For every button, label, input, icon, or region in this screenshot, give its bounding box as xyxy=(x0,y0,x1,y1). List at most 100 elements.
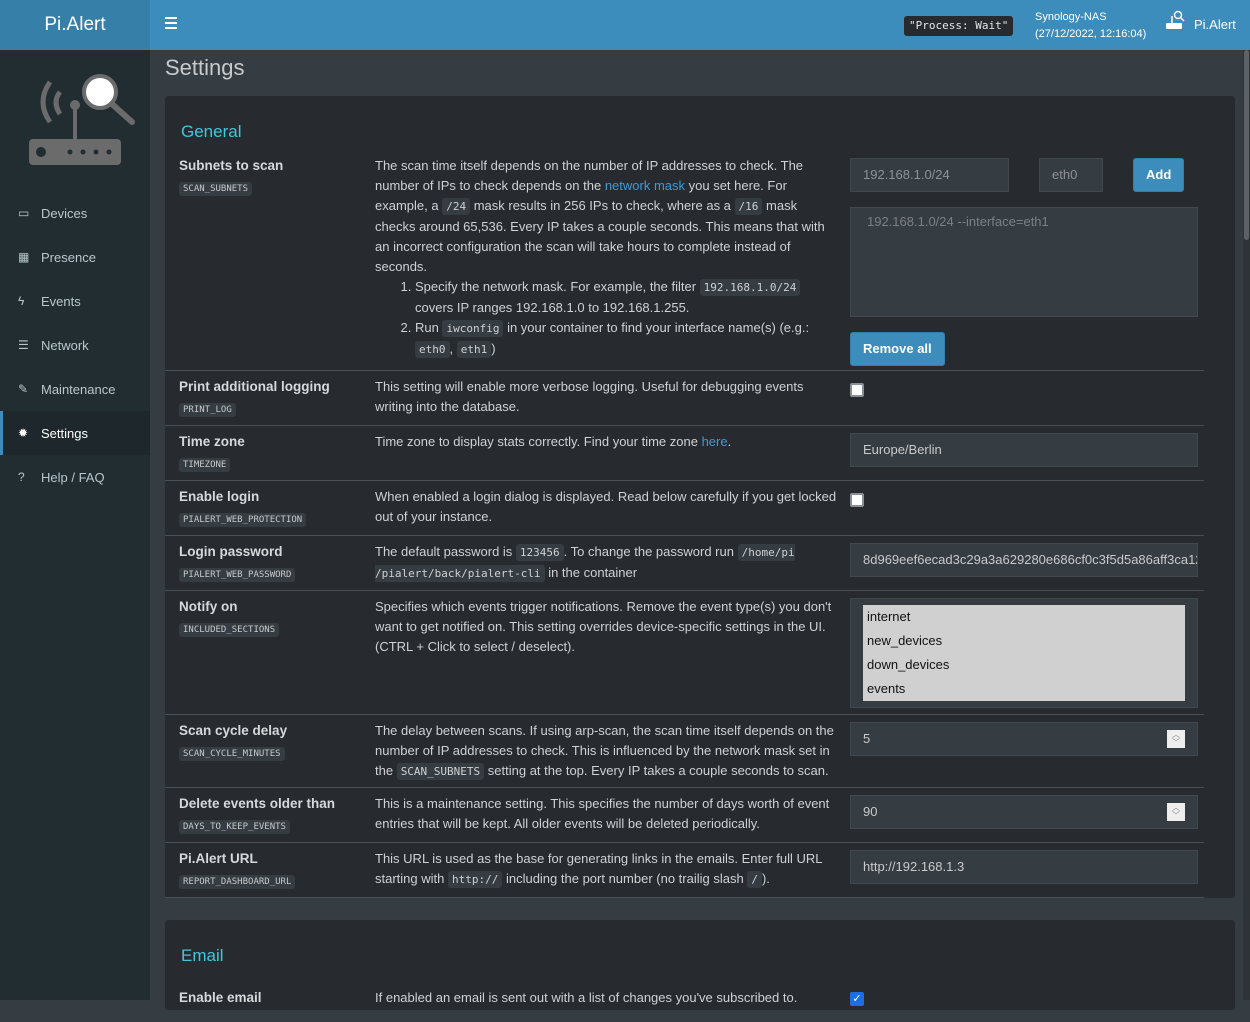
sidebar-item-label: Network xyxy=(41,337,89,353)
setting-key: SCAN_SUBNETS xyxy=(179,182,253,196)
subnets-list[interactable]: 192.168.1.0/24 --interface=eth1 xyxy=(850,207,1198,317)
help-link[interactable]: network mask xyxy=(604,178,686,193)
sidebar-item-help-faq[interactable]: ? Help / FAQ xyxy=(0,455,150,499)
setting-description: Specifies which events trigger notificat… xyxy=(375,597,837,657)
setting-description: Time zone to display stats correctly. Fi… xyxy=(375,432,837,452)
setting-label: Login password xyxy=(179,544,283,559)
host-datetime: (27/12/2022, 12:16:04) xyxy=(1035,28,1147,40)
setting-key: REPORT_DASHBOARD_URL xyxy=(179,875,296,889)
number-value: 5 xyxy=(863,731,871,746)
desc-text: Run xyxy=(415,320,443,335)
spinner-arrows-icon[interactable]: ︿ ﹀ xyxy=(1167,730,1185,748)
desc-text: , xyxy=(449,341,457,356)
app-logo[interactable]: Pi.Alert xyxy=(0,0,150,50)
setting-key: INCLUDED_SECTIONS xyxy=(179,623,280,637)
inline-code: 123456 xyxy=(515,544,564,561)
list-item: Run iwconfig in your container to find y… xyxy=(415,318,837,360)
setting-label: Time zone xyxy=(179,434,245,449)
desc-text: in the container xyxy=(544,565,638,580)
subnet-entry[interactable]: 192.168.1.0/24 --interface=eth1 xyxy=(867,214,1049,229)
laptop-icon: ▭ xyxy=(18,206,30,220)
server-icon: ☰ xyxy=(18,338,29,352)
top-header: Pi.Alert "Process: Wait" Synology-NAS (2… xyxy=(0,0,1250,50)
desc-text: The delay between scans. If using arp-sc… xyxy=(375,723,834,778)
spinner-arrows-icon[interactable]: ︿ ﹀ xyxy=(1167,803,1185,821)
setting-label: Scan cycle delay xyxy=(179,723,288,738)
desc-text: setting at the top. Every IP takes a cou… xyxy=(484,763,829,778)
sidebar-item-maintenance[interactable]: ✎ Maintenance xyxy=(0,367,150,411)
user-menu[interactable]: Pi.Alert xyxy=(1164,10,1236,32)
host-name: Synology-NAS xyxy=(1035,11,1107,23)
setting-row-scan-subnets: Subnets to scan SCAN_SUBNETS The scan time… xyxy=(165,150,1204,371)
desc-text: Time zone to display stats correctly. Fi… xyxy=(375,434,702,449)
setting-number-input[interactable]: 5 ︿ ﹀ xyxy=(850,722,1198,756)
sidebar-item-presence[interactable]: ▦ Presence xyxy=(0,235,150,279)
scrollbar-thumb[interactable] xyxy=(1244,50,1249,240)
add-subnet-button[interactable]: Add xyxy=(1133,158,1185,192)
sidebar-item-label: Presence xyxy=(41,249,96,265)
setting-checkbox[interactable]: ✓ xyxy=(850,992,864,1006)
setting-row-scan-cycle-minutes: Scan cycle delay SCAN_CYCLE_MINUTES The de… xyxy=(165,715,1204,788)
setting-row-timezone: Time zone TIMEZONE Time zone to display st… xyxy=(165,426,1204,481)
setting-label: Subnets to scan xyxy=(179,158,284,173)
select-option[interactable]: new_devices xyxy=(863,629,1185,653)
setting-key: PRINT_LOG xyxy=(179,403,236,417)
calendar-icon: ▦ xyxy=(18,250,30,264)
subnet-input[interactable]: 192.168.1.0/24 xyxy=(850,158,1009,192)
sidebar-item-network[interactable]: ☰ Network xyxy=(0,323,150,367)
select-option[interactable]: internet xyxy=(863,605,1185,629)
inline-code: /24 xyxy=(442,198,471,215)
setting-checkbox[interactable] xyxy=(850,493,864,507)
setting-row-days-to-keep-events: Delete events older than DAYS_TO_KEEP_EVE… xyxy=(165,788,1204,843)
sidebar-item-devices[interactable]: ▭ Devices xyxy=(0,191,150,235)
desc-text: The scan time itself depends on the numb… xyxy=(375,158,804,193)
desc-text: mask checks around 65,536. Every IP take… xyxy=(375,198,825,274)
notify-multiselect[interactable]: internet new_devices down_devices events xyxy=(850,598,1198,708)
desc-text: This setting will enable more verbose lo… xyxy=(375,379,804,414)
setting-description: The scan time itself depends on the numb… xyxy=(375,156,837,360)
page-scrollbar[interactable] xyxy=(1243,50,1250,1000)
desc-text: you set here. For example, a xyxy=(375,178,787,213)
setting-label: Enable email xyxy=(179,990,262,1005)
inline-code: http:// xyxy=(447,871,503,888)
setting-label: Pi.Alert URL xyxy=(179,851,258,866)
interface-input[interactable]: eth0 xyxy=(1039,158,1103,192)
setting-input[interactable]: 8d969eef6ecad3c29a3a629280e686cf0c3f5d5a… xyxy=(850,543,1198,577)
desc-text: covers IP ranges 192.168.1.0 to 192.168.… xyxy=(415,300,690,315)
desc-text: Specifies which events trigger notificat… xyxy=(375,599,832,654)
setting-description: This URL is used as the base for generat… xyxy=(375,849,837,890)
setting-input[interactable]: http://192.168.1.3 xyxy=(850,850,1198,884)
inline-code: /16 xyxy=(734,198,763,215)
setting-row-included-sections: Notify on INCLUDED_SECTIONS Specifies whic… xyxy=(165,591,1204,715)
question-icon: ? xyxy=(18,470,25,484)
host-info: Synology-NAS (27/12/2022, 12:16:04) xyxy=(1035,9,1146,43)
setting-row-print-log: Print additional logging PRINT_LOG This se… xyxy=(165,371,1204,426)
list-item: Specify the network mask. For example, t… xyxy=(415,277,837,318)
setting-row-pialert-web-protection: Enable login PIALERT_WEB_PROTECTION When e… xyxy=(165,481,1204,536)
setting-label: Notify on xyxy=(179,599,238,614)
help-link[interactable]: here xyxy=(701,434,728,449)
sidebar-nav: ▭ Devices ▦ Presence ϟ Events ☰ Network ✎ Mainten… xyxy=(0,191,150,499)
gear-icon: ✹ xyxy=(18,426,29,440)
desc-text: If enabled an email is sent out with a l… xyxy=(375,990,798,1005)
router-icon xyxy=(1166,10,1185,29)
user-name: Pi.Alert xyxy=(1194,16,1236,32)
sidebar-item-label: Help / FAQ xyxy=(41,469,105,485)
select-option[interactable]: down_devices xyxy=(863,653,1185,677)
inline-code: eth1 xyxy=(456,341,492,358)
setting-row-enable-email: Enable email If enabled an email is sent … xyxy=(165,982,1204,1022)
setting-input[interactable]: Europe/Berlin xyxy=(850,433,1198,467)
sidebar-item-label: Maintenance xyxy=(41,381,116,397)
desc-text: This is a maintenance setting. This spec… xyxy=(375,796,830,831)
setting-description: The delay between scans. If using arp-sc… xyxy=(375,721,837,782)
sidebar-item-events[interactable]: ϟ Events xyxy=(0,279,150,323)
sidebar-item-settings[interactable]: ✹ Settings xyxy=(0,411,150,455)
setting-number-input[interactable]: 90 ︿ ﹀ xyxy=(850,795,1198,829)
setting-label: Enable login xyxy=(179,489,260,504)
inline-code: iwconfig xyxy=(442,320,504,337)
page-title: Settings xyxy=(165,55,245,80)
select-option[interactable]: events xyxy=(863,677,1185,701)
remove-all-button[interactable]: Remove all xyxy=(850,332,945,366)
setting-checkbox[interactable] xyxy=(850,383,864,397)
menu-toggle-icon[interactable] xyxy=(165,17,177,29)
